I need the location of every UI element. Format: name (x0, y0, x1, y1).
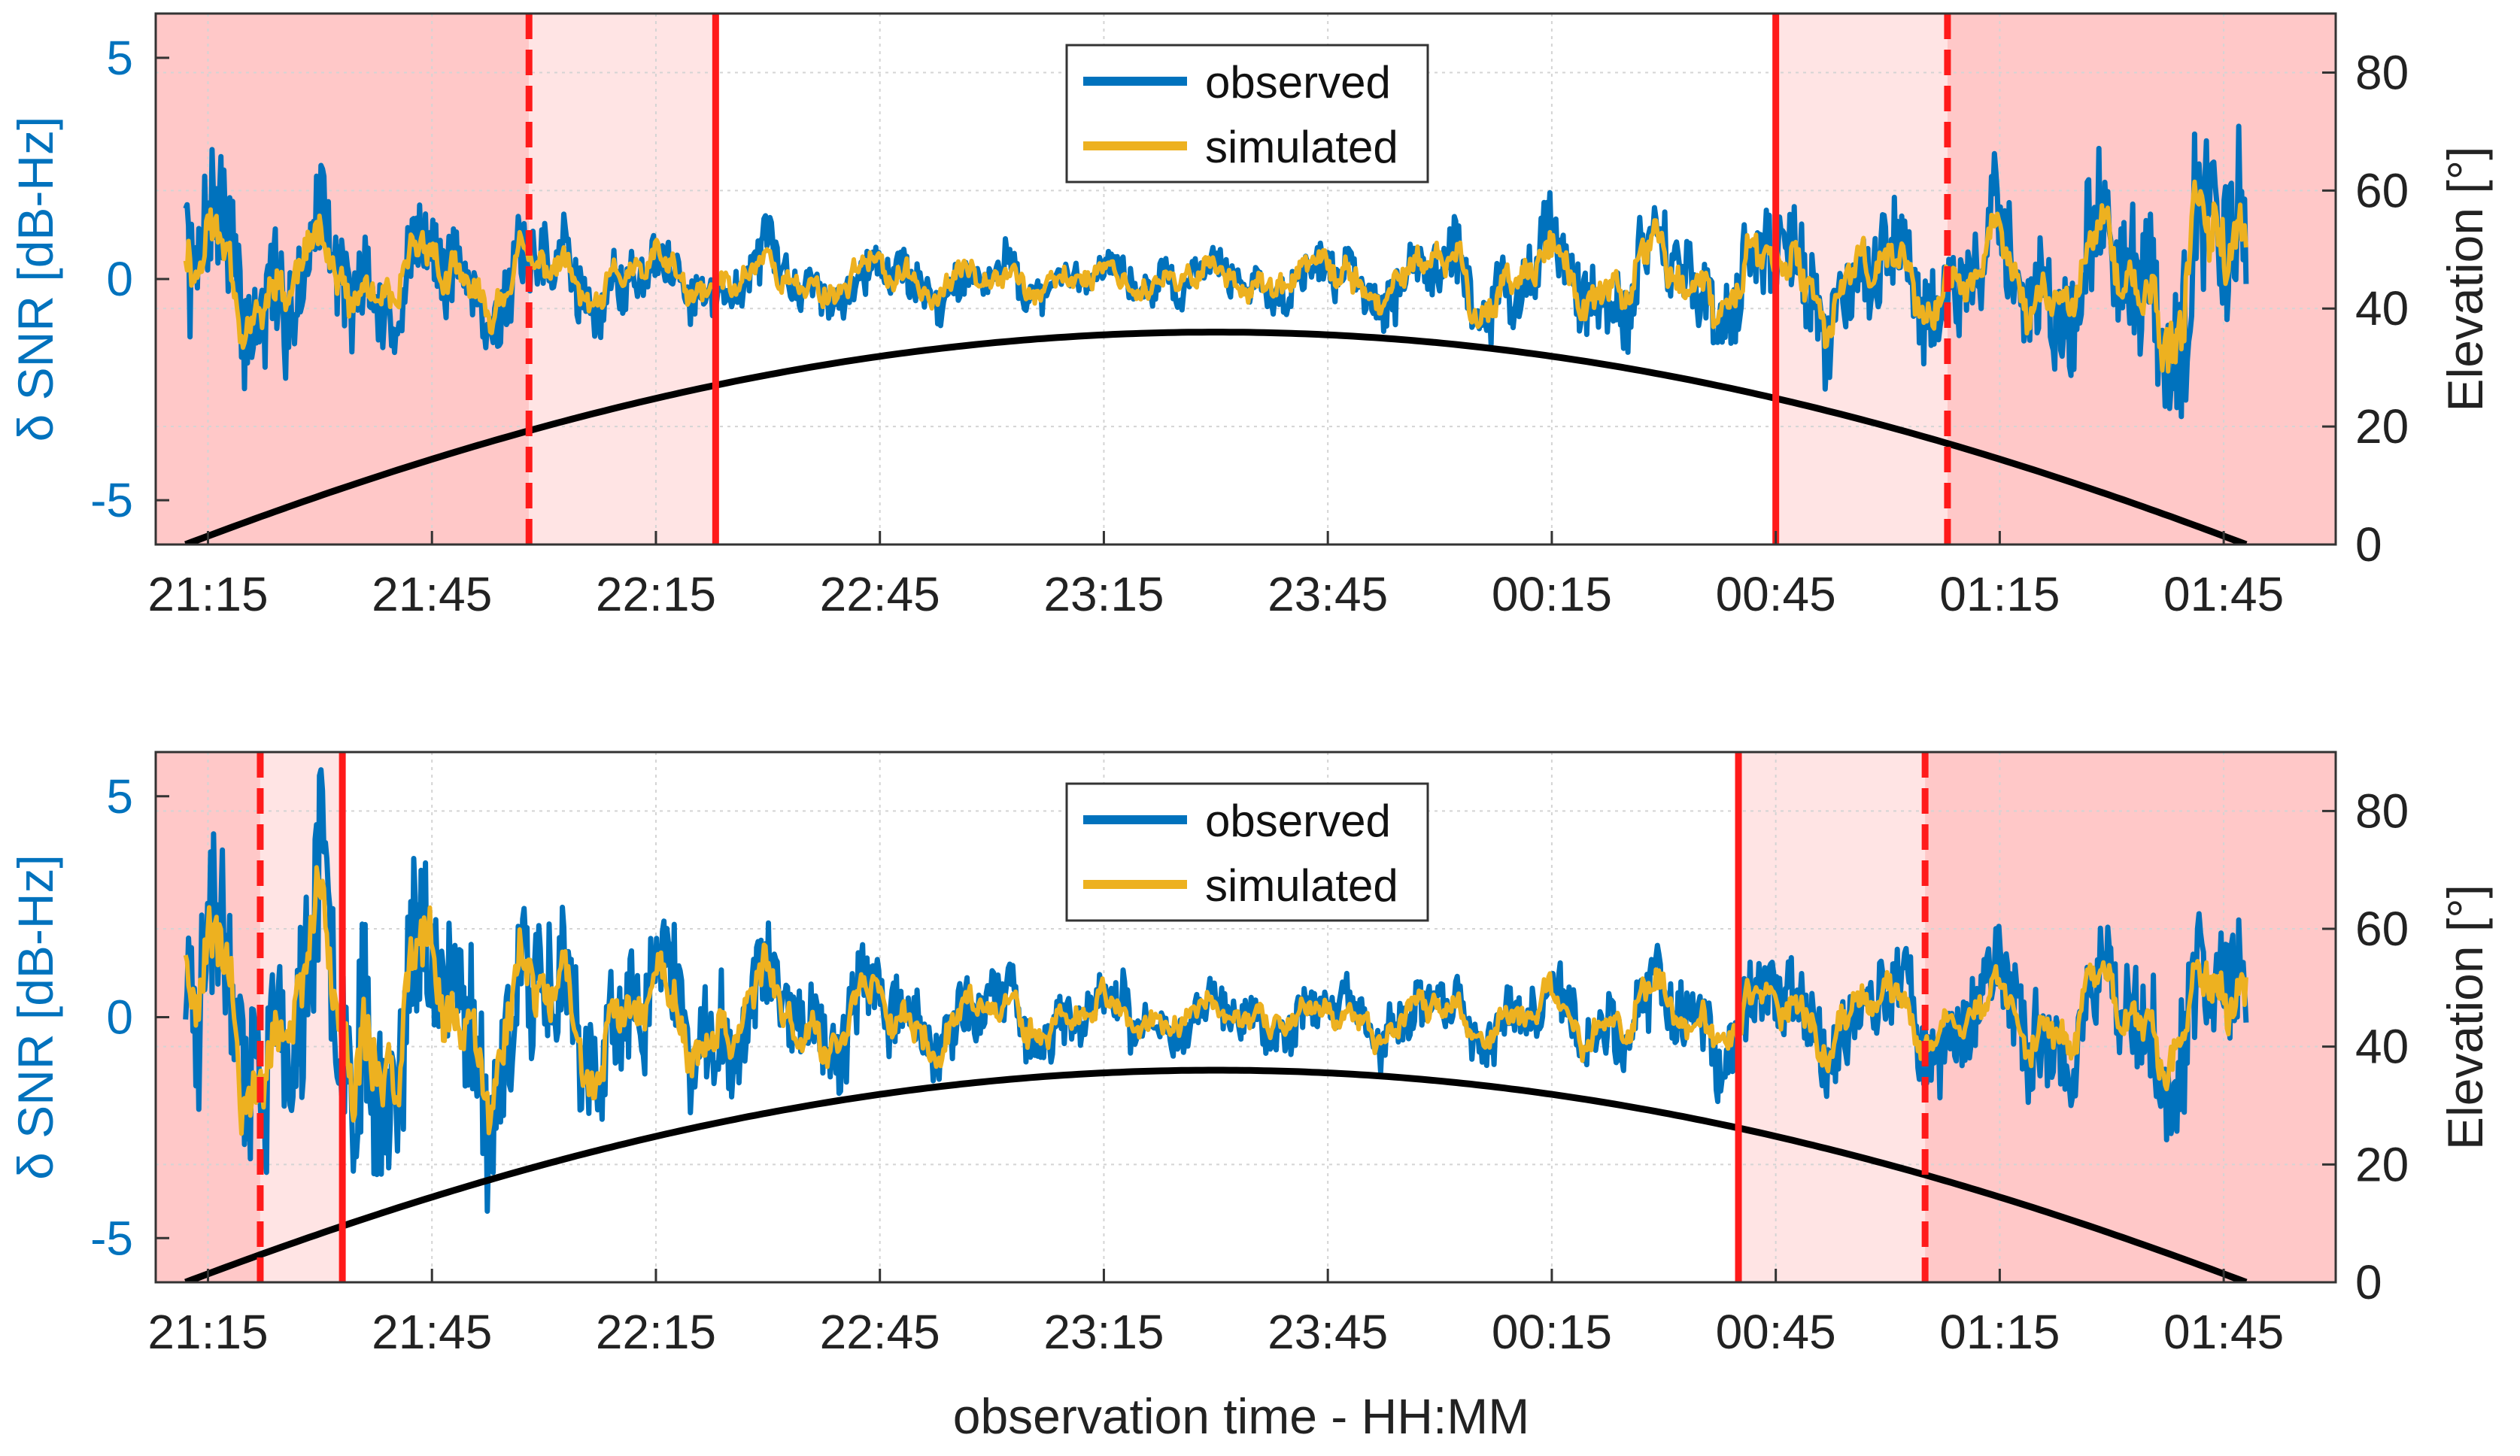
x-tick-label: 23:45 (1268, 1305, 1388, 1359)
y-right-axis-label: Elevation [°] (2437, 147, 2493, 412)
x-tick-label: 21:45 (372, 1305, 492, 1359)
y-left-tick-label: 0 (106, 252, 133, 306)
x-tick-label: 22:15 (596, 1305, 716, 1359)
x-tick-label: 00:45 (1716, 1305, 1836, 1359)
x-tick-label: 22:15 (596, 567, 716, 621)
y-right-tick-label: 0 (2355, 517, 2382, 572)
x-tick-label: 00:15 (1492, 1305, 1612, 1359)
legend-label-simulated: simulated (1205, 860, 1398, 911)
series-elevation (184, 1066, 2248, 1282)
y-right-tick-label: 40 (2355, 281, 2409, 335)
legend-label-observed: observed (1205, 796, 1391, 846)
shaded-region-2 (1738, 752, 1926, 1282)
legend-box (1065, 44, 1429, 184)
y-left-tick-label: 5 (106, 31, 133, 85)
y-right-tick-label: 0 (2355, 1255, 2382, 1309)
y-left-tick-label: -5 (90, 1211, 133, 1265)
legend-box (1065, 782, 1429, 922)
series-simulated (183, 179, 2248, 374)
top-panel: 21:15 21:45 22:15 22:45 23:15 23:45 00:15 00:45… (8, 12, 2493, 621)
y-left-tick-label: 5 (106, 769, 133, 824)
x-tick-label: 00:15 (1492, 567, 1612, 621)
y-right-tick-label: 20 (2355, 399, 2409, 453)
y-right-tick-label: 60 (2355, 902, 2409, 956)
x-tick-label: 22:45 (820, 567, 940, 621)
x-tick-label: 23:45 (1268, 567, 1388, 621)
y-right-tick-label: 20 (2355, 1137, 2409, 1191)
y-right-tick-label: 40 (2355, 1020, 2409, 1074)
y-right-tick-label: 80 (2355, 784, 2409, 838)
legend: observed simulated (1065, 44, 1429, 184)
x-axis-label: observation time - HH:MM (953, 1388, 1530, 1444)
x-tick-label: 21:15 (147, 1305, 268, 1359)
y-left-tick-label: -5 (90, 473, 133, 527)
x-tick-label: 21:15 (147, 567, 268, 621)
y-right-tick-label: 80 (2355, 45, 2409, 99)
y-right-tick-label: 60 (2355, 163, 2409, 217)
series-simulated (183, 865, 2248, 1136)
y-left-axis-label: δ SNR [dB-Hz] (8, 117, 63, 442)
x-tick-label: 01:45 (2163, 567, 2284, 621)
x-tick-label: 00:45 (1716, 567, 1836, 621)
x-tick-label: 01:45 (2163, 1305, 2284, 1359)
y-right-axis-label: Elevation [°] (2437, 884, 2493, 1150)
x-tick-label: 22:45 (820, 1305, 940, 1359)
x-tick-label: 01:15 (1939, 1305, 2060, 1359)
legend-label-observed: observed (1205, 57, 1391, 108)
x-tick-label: 23:15 (1043, 1305, 1164, 1359)
legend-label-simulated: simulated (1205, 122, 1398, 172)
y-left-axis-label: δ SNR [dB-Hz] (8, 854, 63, 1180)
x-tick-label: 01:15 (1939, 567, 2060, 621)
bottom-panel: 21:15 21:45 22:15 22:45 23:15 23:45 00:15 00:45… (8, 751, 2493, 1359)
x-tick-label: 21:45 (372, 567, 492, 621)
legend: observed simulated (1065, 782, 1429, 922)
y-left-tick-label: 0 (106, 990, 133, 1045)
x-tick-label: 23:15 (1043, 567, 1164, 621)
